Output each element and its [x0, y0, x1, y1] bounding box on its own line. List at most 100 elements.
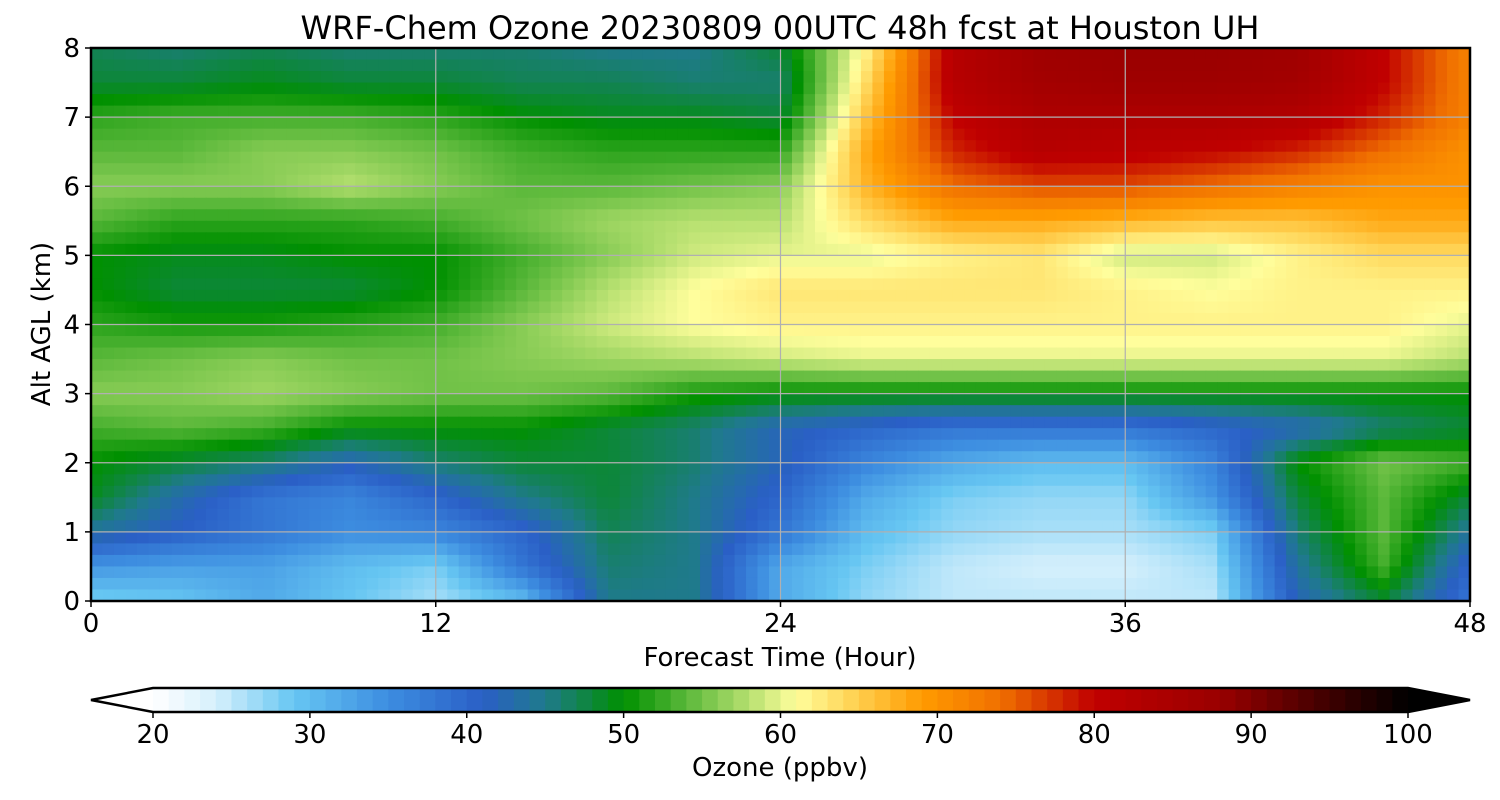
- heatmap-cell: [1320, 336, 1333, 349]
- heatmap-cell: [1079, 439, 1092, 452]
- heatmap-cell: [424, 232, 437, 245]
- heatmap-cell: [159, 59, 173, 72]
- heatmap-cell: [1171, 105, 1184, 118]
- heatmap-cell: [883, 439, 897, 452]
- heatmap-cell: [343, 336, 356, 349]
- heatmap-cell: [366, 117, 379, 130]
- heatmap-cell: [182, 163, 196, 176]
- heatmap-cell: [1401, 186, 1414, 199]
- heatmap-cell: [1136, 508, 1149, 521]
- heatmap-cell: [424, 497, 437, 510]
- heatmap-cell: [389, 151, 402, 164]
- heatmap-cell: [171, 508, 184, 521]
- heatmap-cell: [125, 416, 138, 429]
- heatmap-cell: [1010, 59, 1023, 72]
- heatmap-cell: [814, 128, 828, 141]
- heatmap-cell: [964, 370, 977, 383]
- heatmap-cell: [1033, 497, 1046, 510]
- heatmap-cell: [412, 266, 425, 280]
- heatmap-cell: [516, 520, 529, 533]
- heatmap-cell: [596, 301, 609, 314]
- heatmap-cell: [194, 393, 207, 406]
- heatmap-cell: [1021, 393, 1034, 406]
- heatmap-cell: [1067, 497, 1080, 510]
- heatmap-cell: [516, 186, 529, 199]
- heatmap-cell: [631, 393, 644, 406]
- heatmap-cell: [952, 71, 965, 84]
- heatmap-cell: [562, 174, 575, 187]
- heatmap-cell: [389, 174, 402, 187]
- heatmap-cell: [1171, 255, 1184, 268]
- heatmap-cell: [596, 197, 609, 210]
- heatmap-cell: [1217, 59, 1230, 72]
- heatmap-cell: [780, 117, 793, 130]
- heatmap-cell: [286, 451, 299, 464]
- heatmap-cell: [136, 48, 150, 61]
- heatmap-cell: [952, 301, 965, 314]
- heatmap-cell: [1240, 209, 1253, 222]
- heatmap-cell: [1240, 416, 1253, 429]
- heatmap-cell: [780, 451, 793, 464]
- heatmap-cell: [872, 312, 885, 326]
- heatmap-cell: [1240, 220, 1253, 233]
- heatmap-cell: [585, 232, 598, 245]
- heatmap-cell: [929, 382, 942, 395]
- heatmap-cell: [91, 278, 104, 291]
- heatmap-cell: [1044, 128, 1057, 141]
- heatmap-cell: [826, 439, 839, 452]
- heatmap-cell: [929, 128, 942, 141]
- heatmap-cell: [665, 186, 678, 199]
- heatmap-cell: [769, 220, 782, 233]
- heatmap-cell: [642, 474, 655, 487]
- heatmap-cell: [263, 209, 276, 222]
- heatmap-cell: [562, 497, 575, 510]
- heatmap-cell: [769, 474, 782, 487]
- heatmap-cell: [424, 451, 437, 464]
- heatmap-cell: [860, 255, 874, 268]
- heatmap-cell: [619, 301, 632, 314]
- heatmap-cell: [1309, 255, 1322, 268]
- heatmap-cell: [1102, 347, 1115, 360]
- heatmap-cell: [1424, 197, 1437, 210]
- heatmap-cell: [929, 301, 942, 314]
- heatmap-cell: [539, 347, 552, 360]
- heatmap-cell: [470, 370, 483, 383]
- heatmap-cell: [240, 301, 253, 314]
- heatmap-cell: [1320, 151, 1333, 164]
- heatmap-cell: [1263, 439, 1276, 452]
- heatmap-cell: [1309, 71, 1322, 84]
- heatmap-cell: [1148, 117, 1161, 130]
- heatmap-cell: [1171, 117, 1184, 130]
- heatmap-cell: [424, 324, 437, 337]
- heatmap-cell: [642, 370, 655, 383]
- heatmap-cell: [998, 336, 1011, 349]
- heatmap-cell: [619, 336, 632, 349]
- heatmap-cell: [366, 186, 379, 199]
- heatmap-cell: [1458, 336, 1471, 349]
- heatmap-cell: [1263, 220, 1276, 233]
- heatmap-cell: [573, 416, 586, 429]
- heatmap-cell: [964, 186, 977, 199]
- heatmap-cell: [1159, 186, 1172, 199]
- heatmap-cell: [1079, 266, 1092, 280]
- heatmap-cell: [1366, 439, 1379, 452]
- heatmap-cell: [849, 151, 862, 164]
- heatmap-cell: [1136, 416, 1149, 429]
- heatmap-cell: [849, 520, 862, 533]
- heatmap-cell: [424, 312, 437, 326]
- heatmap-cell: [1228, 439, 1241, 452]
- heatmap-cell: [619, 416, 632, 429]
- heatmap-cell: [952, 462, 965, 475]
- heatmap-cell: [780, 186, 793, 199]
- heatmap-cell: [504, 289, 517, 303]
- heatmap-cell: [1458, 255, 1471, 268]
- heatmap-cell: [665, 174, 678, 187]
- heatmap-cell: [608, 278, 621, 291]
- heatmap-cell: [619, 117, 632, 130]
- heatmap-cell: [1067, 128, 1080, 141]
- heatmap-cell: [389, 71, 402, 84]
- heatmap-cell: [1228, 186, 1241, 199]
- heatmap-cell: [769, 209, 782, 222]
- heatmap-cell: [734, 393, 747, 406]
- heatmap-cell: [504, 186, 517, 199]
